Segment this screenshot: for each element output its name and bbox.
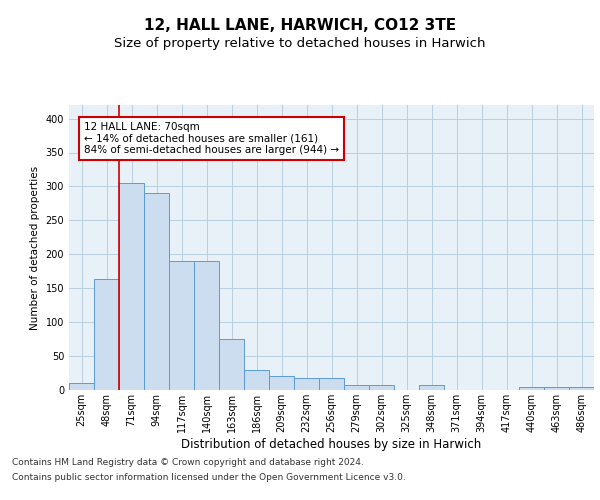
Bar bbox=[519, 386, 544, 390]
Bar bbox=[319, 378, 344, 390]
Text: 12, HALL LANE, HARWICH, CO12 3TE: 12, HALL LANE, HARWICH, CO12 3TE bbox=[144, 18, 456, 32]
Bar bbox=[94, 280, 119, 390]
Text: Contains HM Land Registry data © Crown copyright and database right 2024.: Contains HM Land Registry data © Crown c… bbox=[12, 458, 364, 467]
Bar bbox=[369, 384, 394, 390]
Bar bbox=[419, 384, 444, 390]
Bar bbox=[119, 183, 144, 390]
Bar bbox=[569, 386, 594, 390]
Bar bbox=[169, 261, 194, 390]
Bar bbox=[269, 376, 294, 390]
Text: Contains public sector information licensed under the Open Government Licence v3: Contains public sector information licen… bbox=[12, 473, 406, 482]
Bar bbox=[294, 378, 319, 390]
X-axis label: Distribution of detached houses by size in Harwich: Distribution of detached houses by size … bbox=[181, 438, 482, 450]
Bar bbox=[69, 383, 94, 390]
Bar bbox=[144, 193, 169, 390]
Text: Size of property relative to detached houses in Harwich: Size of property relative to detached ho… bbox=[114, 38, 486, 51]
Bar bbox=[194, 261, 219, 390]
Bar bbox=[344, 384, 369, 390]
Y-axis label: Number of detached properties: Number of detached properties bbox=[30, 166, 40, 330]
Bar bbox=[244, 370, 269, 390]
Bar bbox=[219, 339, 244, 390]
Text: 12 HALL LANE: 70sqm
← 14% of detached houses are smaller (161)
84% of semi-detac: 12 HALL LANE: 70sqm ← 14% of detached ho… bbox=[84, 122, 339, 155]
Bar bbox=[544, 386, 569, 390]
